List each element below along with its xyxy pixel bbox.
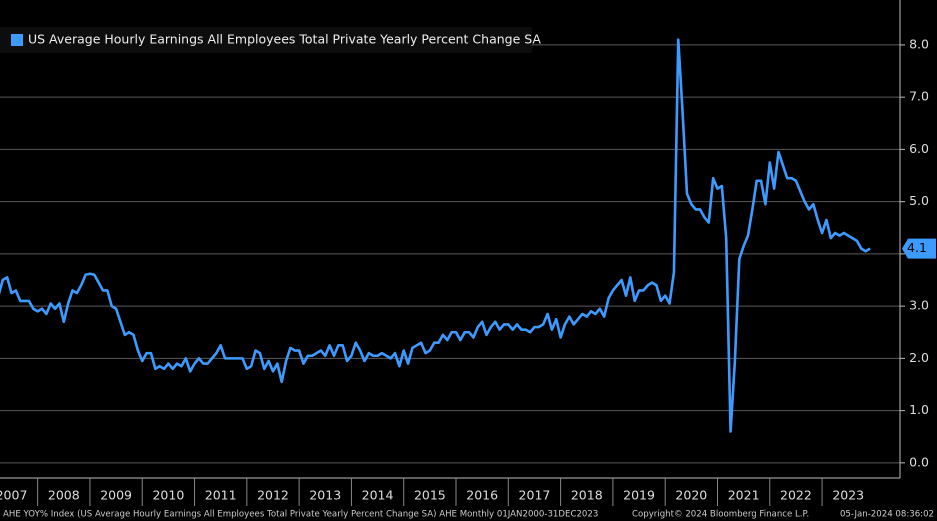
x-tick-label: 2018 <box>571 488 603 503</box>
y-tick-label: 3.0 <box>909 298 929 313</box>
y-tick-label: 7.0 <box>909 89 929 104</box>
legend: US Average Hourly Earnings All Employees… <box>0 27 541 53</box>
x-tick-label: 2020 <box>675 488 707 503</box>
x-tick-label: 2015 <box>414 488 446 503</box>
legend-label: US Average Hourly Earnings All Employees… <box>28 32 541 47</box>
y-tick-label: 1.0 <box>909 402 929 417</box>
x-tick-label: 2009 <box>100 488 132 503</box>
series-line <box>0 38 871 433</box>
x-tick-label: 2019 <box>623 488 655 503</box>
x-tick-label: 2017 <box>519 488 551 503</box>
legend-swatch <box>11 34 23 46</box>
y-tick-label: 8.0 <box>909 36 929 51</box>
last-value-box <box>902 238 936 259</box>
x-axis: 2007 2008 2009 2010 2011 2012 2013 2014 2015 2016… <box>0 478 864 506</box>
footer-description: AHE YOY% Index (US Average Hourly Earnin… <box>3 510 598 520</box>
last-value-label: 4.1 <box>907 240 927 255</box>
x-tick-label: 2007 <box>0 488 27 503</box>
x-tick-label: 2023 <box>832 488 864 503</box>
x-tick-label: 2008 <box>48 488 80 503</box>
x-tick-label: 2010 <box>152 488 184 503</box>
last-value-tag: 4.1 <box>902 238 936 259</box>
x-tick-label: 2016 <box>466 488 498 503</box>
x-tick-label: 2014 <box>362 488 394 503</box>
x-tick-label: 2012 <box>257 488 289 503</box>
footer-copyright: Copyright© 2024 Bloomberg Finance L.P. <box>632 510 809 520</box>
y-tick-label: 2.0 <box>909 350 929 365</box>
legend-box <box>0 27 532 53</box>
x-tick-label: 2022 <box>780 488 812 503</box>
y-tick-label: 5.0 <box>909 193 929 208</box>
x-tick-label: 2013 <box>309 488 341 503</box>
footer-timestamp: 05-Jan-2024 08:36:02 <box>840 510 934 520</box>
x-tick-label: 2011 <box>205 488 237 503</box>
plot-area <box>0 38 871 433</box>
y-tick-label: 6.0 <box>909 141 929 156</box>
y-tick-label: 0.0 <box>909 454 929 469</box>
x-tick-label: 2021 <box>728 488 760 503</box>
